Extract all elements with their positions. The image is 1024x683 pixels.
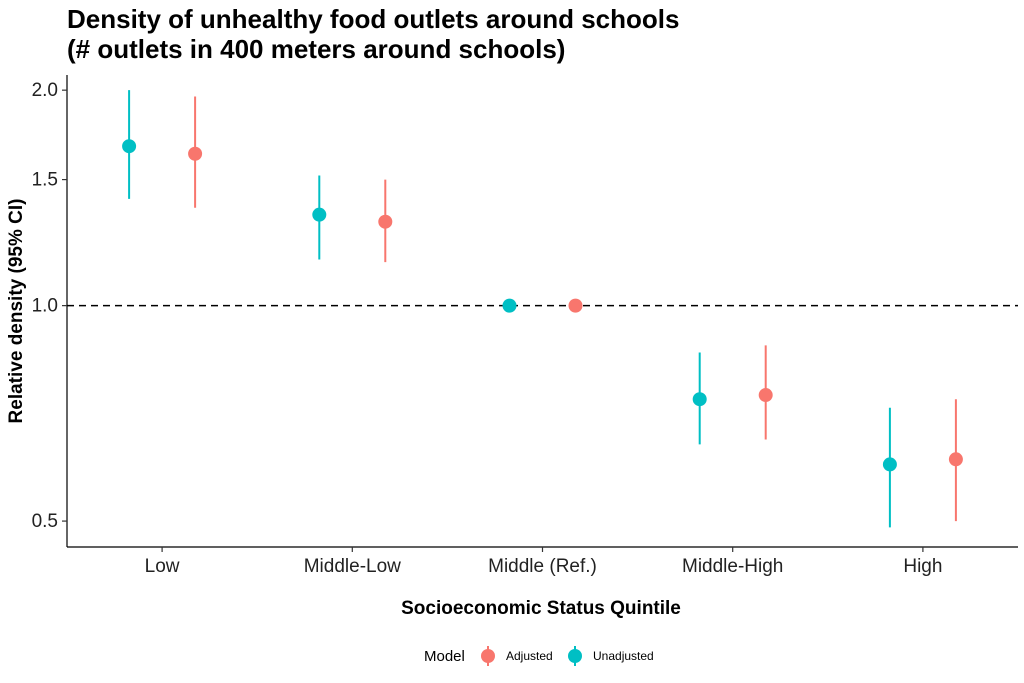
y-axis-title: Relative density (95% CI) xyxy=(6,199,27,424)
x-tick-label: Middle-High xyxy=(682,556,783,577)
unadjusted-point xyxy=(882,457,897,472)
chart-title-line-2: (# outlets in 400 meters around schools) xyxy=(67,34,566,64)
adjusted-point xyxy=(758,388,773,403)
legend-key-unadjusted-point xyxy=(568,649,582,663)
legend-label-unadjusted: Unadjusted xyxy=(593,649,654,663)
adjusted-point xyxy=(568,298,583,313)
y-tick-label: 2.0 xyxy=(32,80,58,101)
y-tick-label: 0.5 xyxy=(32,511,58,532)
x-tick-label: Middle-Low xyxy=(304,556,401,577)
y-tick-label: 1.5 xyxy=(32,170,58,191)
x-ticks: Low Middle-Low Middle (Ref.) Middle-High Hig… xyxy=(145,547,942,577)
legend-label-adjusted: Adjusted xyxy=(506,649,553,663)
adjusted-point xyxy=(948,452,963,467)
chart-title-line-1: Density of unhealthy food outlets around… xyxy=(67,4,680,34)
legend-title: Model xyxy=(424,648,465,665)
unadjusted-point xyxy=(692,392,707,407)
legend: Model Adjusted Unadjusted xyxy=(424,646,654,666)
data-points xyxy=(122,139,963,472)
x-tick-label: Low xyxy=(145,556,180,577)
x-axis-title: Socioeconomic Status Quintile xyxy=(401,598,681,619)
unadjusted-point xyxy=(502,298,517,313)
adjusted-point xyxy=(378,214,393,229)
adjusted-point xyxy=(188,146,203,161)
error-bars xyxy=(128,90,957,528)
legend-key-adjusted-point xyxy=(481,649,495,663)
y-tick-label: 1.0 xyxy=(32,296,58,317)
unadjusted-point xyxy=(122,139,137,154)
unadjusted-point xyxy=(312,207,327,222)
x-tick-label: Middle (Ref.) xyxy=(488,556,597,577)
x-tick-label: High xyxy=(903,556,942,577)
y-ticks: 0.5 1.0 1.5 2.0 xyxy=(32,80,67,532)
